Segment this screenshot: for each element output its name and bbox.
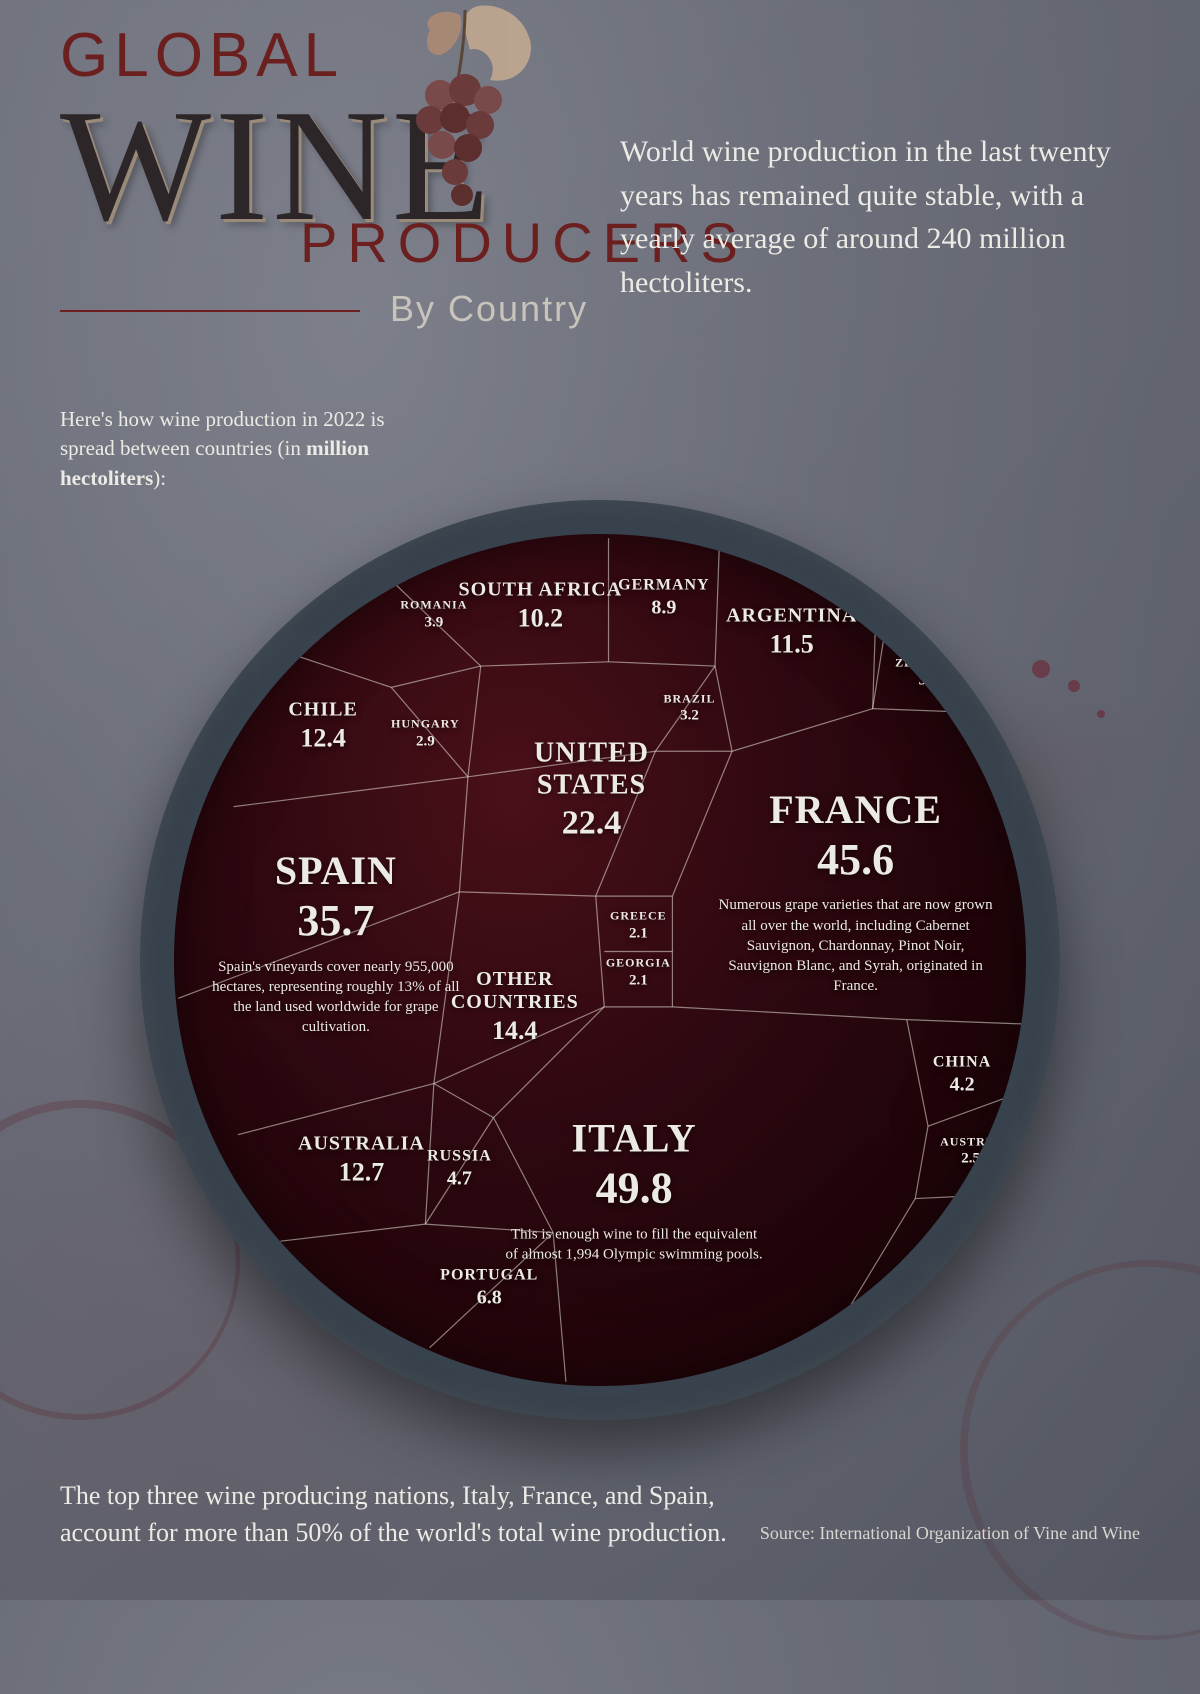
cell-russia: RUSSIA4.7 (427, 1147, 492, 1190)
wine-drip (1097, 710, 1105, 718)
cell-chile: CHILE12.4 (288, 698, 357, 753)
cell-safrica: SOUTH AFRICA10.2 (459, 579, 623, 634)
wine-glass-chart: ITALY49.8This is enough wine to fill the… (140, 500, 1060, 1420)
cell-greece: GREECE2.1 (610, 909, 667, 942)
glass-wine-surface: ITALY49.8This is enough wine to fill the… (174, 534, 1026, 1386)
cell-australia: AUSTRALIA12.7 (298, 1133, 425, 1188)
grape-icon (370, 0, 550, 220)
cell-hungary: HUNGARY2.9 (391, 718, 460, 751)
cell-usa: UNITED STATES22.4 (501, 737, 681, 842)
cell-georgia: GEORGIA2.1 (606, 956, 671, 989)
cell-other: OTHER COUNTRIES14.4 (425, 968, 605, 1046)
cell-germany: GERMANY8.9 (618, 576, 709, 619)
cell-nz: NEW ZEALAND3.8 (883, 643, 973, 690)
cell-china: CHINA4.2 (933, 1053, 991, 1096)
cell-brazil: BRAZIL3.2 (663, 692, 715, 725)
cell-argentina: ARGENTINA11.5 (726, 605, 857, 660)
intro-explain-post: ): (153, 466, 166, 490)
footer-summary: The top three wine producing nations, It… (60, 1477, 760, 1552)
cell-portugal: PORTUGAL6.8 (440, 1266, 538, 1309)
wine-drip (1068, 680, 1080, 692)
intro-explain: Here's how wine production in 2022 is sp… (60, 405, 400, 493)
intro-paragraph: World wine production in the last twenty… (620, 130, 1140, 304)
cell-italy: ITALY49.8This is enough wine to fill the… (504, 1115, 764, 1264)
source-citation: Source: International Organization of Vi… (760, 1523, 1140, 1544)
title-rule (60, 310, 360, 312)
cell-austria: AUSTRIA2.5 (940, 1135, 1001, 1168)
title-bycountry: By Country (390, 288, 588, 330)
cell-romania: ROMANIA3.9 (400, 598, 467, 631)
cell-france: FRANCE45.6Numerous grape varieties that … (716, 787, 996, 997)
